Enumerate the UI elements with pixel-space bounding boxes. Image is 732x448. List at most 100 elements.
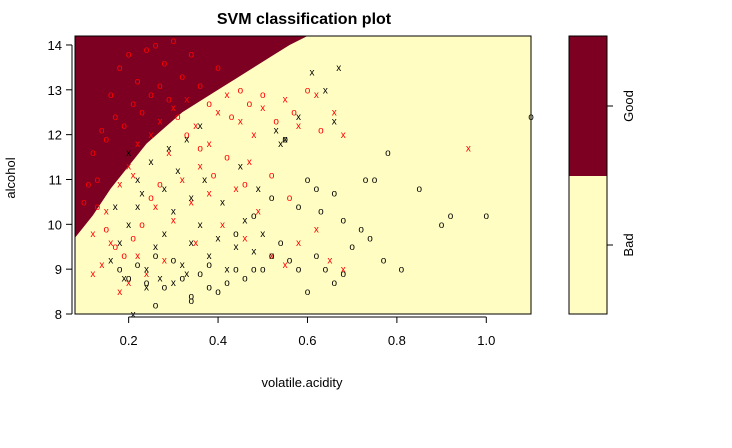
data-point-good-observation: o [139, 108, 145, 119]
data-point-good-support-vector: x [233, 184, 238, 195]
data-point-good-support-vector: x [251, 130, 256, 141]
data-point-bad-support-vector: x [117, 238, 122, 249]
data-point-good-observation: o [238, 85, 244, 96]
data-point-bad-observation: o [363, 175, 369, 186]
y-tick-label: 11 [49, 172, 63, 187]
legend-label-bad: Bad [621, 233, 636, 256]
data-point-bad-observation: o [224, 278, 230, 289]
data-point-good-observation: o [95, 202, 101, 213]
data-point-bad-observation: o [372, 175, 378, 186]
data-point-good-support-vector: x [341, 130, 346, 141]
data-point-bad-support-vector: x [189, 238, 194, 249]
data-point-bad-support-vector: x [336, 63, 341, 74]
data-point-good-support-vector: x [260, 103, 265, 114]
class-legend: Bad Good [568, 35, 636, 315]
data-point-bad-observation: o [332, 188, 338, 199]
data-point-good-support-vector: x [314, 90, 319, 101]
data-point-good-observation: o [121, 251, 127, 262]
data-point-good-support-vector: x [117, 179, 122, 190]
data-point-good-observation: o [287, 193, 293, 204]
data-point-bad-observation: o [305, 175, 311, 186]
data-point-good-support-vector: x [144, 269, 149, 280]
x-tick-label: 1.0 [477, 333, 495, 348]
data-point-bad-observation: o [251, 211, 257, 222]
data-point-good-observation: o [121, 121, 127, 132]
data-point-good-support-vector: x [149, 130, 154, 141]
data-point-bad-support-vector: x [144, 265, 149, 276]
data-point-good-observation: o [175, 112, 181, 123]
data-point-bad-observation: o [197, 269, 203, 280]
data-point-good-observation: o [184, 130, 190, 141]
data-point-bad-observation: o [269, 193, 275, 204]
data-point-good-observation: o [108, 90, 114, 101]
plot-frame [74, 35, 532, 315]
x-axis: 0.2 0.4 0.6 0.8 1.0 [120, 316, 495, 348]
legend-good-swatch [569, 36, 607, 176]
data-point-bad-support-vector: x [157, 274, 162, 285]
data-point-bad-observation: o [282, 135, 288, 146]
data-point-good-support-vector: x [256, 206, 261, 217]
data-point-bad-support-vector: x [153, 242, 158, 253]
data-point-bad-support-vector: x [135, 202, 140, 213]
data-point-good-support-vector: x [126, 278, 131, 289]
data-point-bad-support-vector: x [202, 175, 207, 186]
data-point-bad-support-vector: x [323, 85, 328, 96]
data-point-good-support-vector: x [153, 202, 158, 213]
data-point-good-support-vector: x [242, 233, 247, 244]
good-region [75, 36, 308, 238]
data-point-bad-observation: o [206, 260, 212, 271]
data-point-bad-observation: o [117, 265, 123, 276]
legend-frame [568, 35, 608, 315]
data-point-bad-observation: o [171, 256, 177, 267]
data-point-good-support-vector: x [332, 108, 337, 119]
data-point-bad-observation: o [188, 296, 194, 307]
data-point-bad-support-vector: x [166, 144, 171, 155]
data-point-bad-observation: o [385, 148, 391, 159]
data-point-bad-support-vector: x [131, 310, 136, 321]
x-tick-label: 0.2 [120, 333, 138, 348]
data-point-good-support-vector: x [184, 94, 189, 105]
y-axis: 8 9 10 11 12 13 14 [48, 38, 73, 322]
data-point-good-support-vector: x [171, 103, 176, 114]
data-point-bad-observation: o [233, 229, 239, 240]
y-tick-label: 12 [48, 128, 62, 143]
data-point-good-support-vector: x [166, 148, 171, 159]
data-point-bad-support-vector: x [175, 166, 180, 177]
data-point-bad-support-vector: x [309, 67, 314, 78]
data-point-bad-observation: o [340, 215, 346, 226]
data-point-good-support-vector: x [283, 94, 288, 105]
data-point-bad-support-vector: x [135, 175, 140, 186]
data-point-bad-observation: o [416, 184, 422, 195]
legend-label-good: Good [621, 90, 636, 122]
data-point-good-observation: o [153, 40, 159, 51]
data-point-bad-support-vector: x [332, 117, 337, 128]
data-point-bad-observation: o [318, 206, 324, 217]
x-tick-label: 0.6 [298, 333, 316, 348]
data-point-good-observation: o [148, 90, 154, 101]
data-point-bad-observation: o [251, 265, 257, 276]
y-tick-label: 9 [55, 262, 62, 277]
data-point-bad-support-vector: x [274, 126, 279, 137]
data-point-bad-observation: o [153, 251, 159, 262]
x-tick-label: 0.4 [209, 333, 227, 348]
data-point-good-support-vector: x [296, 238, 301, 249]
plot-area: xxxxxxxxxxxxxxxxxxxxxxxxxxxxxxxxxxxxxxxx… [74, 35, 534, 321]
data-point-good-observation: o [206, 99, 212, 110]
data-point-good-support-vector: x [193, 121, 198, 132]
data-point-good-support-vector: x [216, 108, 221, 119]
data-point-good-observation: o [86, 179, 92, 190]
data-point-good-observation: o [291, 108, 297, 119]
y-tick-label: 14 [48, 38, 62, 53]
data-point-good-support-vector: x [207, 188, 212, 199]
data-point-good-support-vector: x [90, 269, 95, 280]
data-point-bad-observation: o [296, 202, 302, 213]
data-point-good-support-vector: x [247, 157, 252, 168]
data-point-bad-support-vector: x [207, 251, 212, 262]
data-point-bad-observation: o [287, 256, 293, 267]
data-point-good-support-vector: x [296, 121, 301, 132]
data-point-good-support-vector: x [135, 251, 140, 262]
data-point-good-support-vector: x [207, 139, 212, 150]
data-point-good-observation: o [305, 85, 311, 96]
data-point-bad-support-vector: x [242, 215, 247, 226]
data-point-bad-support-vector: x [126, 148, 131, 159]
